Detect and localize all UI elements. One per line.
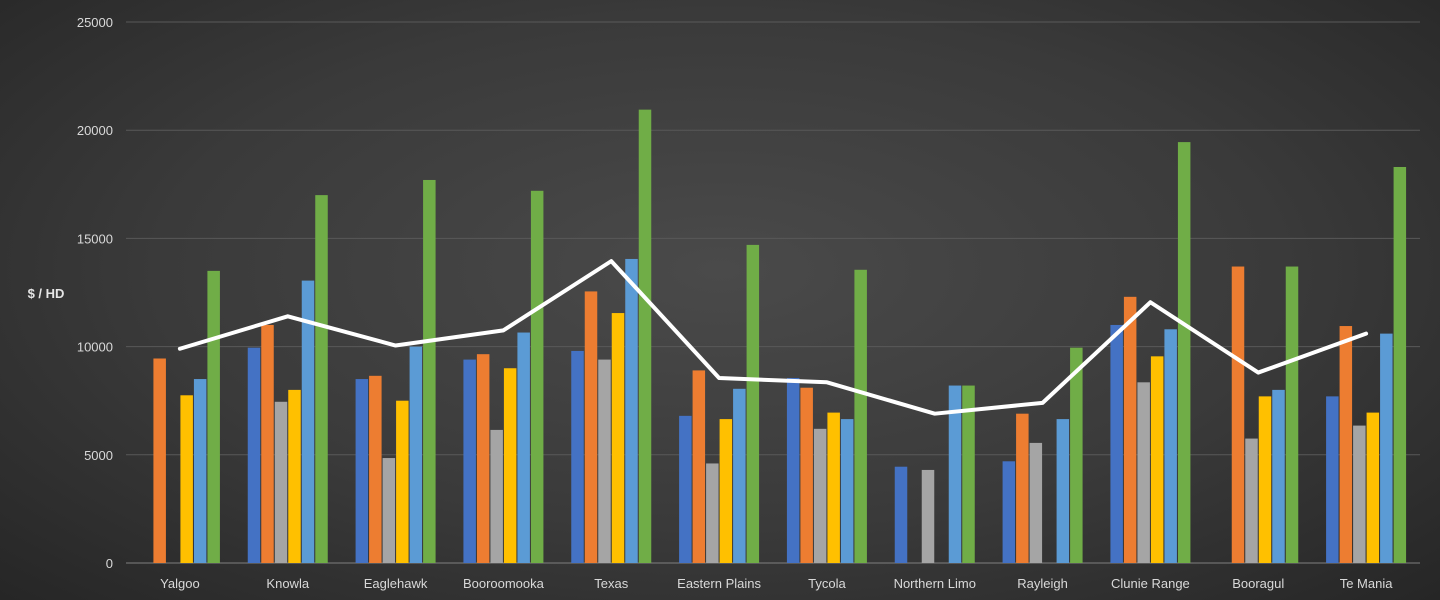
bar bbox=[1231, 266, 1245, 563]
bar bbox=[1137, 382, 1150, 563]
x-tick-label: Texas bbox=[594, 576, 628, 591]
bar bbox=[503, 368, 517, 563]
bar bbox=[1285, 266, 1299, 563]
bar bbox=[153, 358, 166, 563]
x-tick-label: Eastern Plains bbox=[677, 576, 761, 591]
bar bbox=[1177, 142, 1191, 564]
bar bbox=[962, 385, 975, 563]
x-tick-label: Booroomooka bbox=[463, 576, 545, 591]
bar bbox=[894, 466, 908, 563]
x-tick-label: Knowla bbox=[266, 576, 309, 591]
bar bbox=[1245, 438, 1258, 563]
bar bbox=[382, 458, 396, 563]
bar bbox=[301, 280, 315, 563]
bar bbox=[598, 359, 611, 563]
bar bbox=[396, 400, 409, 563]
bar bbox=[827, 412, 840, 563]
bar bbox=[1339, 326, 1353, 563]
bars bbox=[153, 109, 1407, 564]
bar bbox=[1056, 419, 1070, 563]
bar bbox=[369, 375, 382, 563]
y-tick-label: 0 bbox=[106, 556, 113, 571]
bar bbox=[813, 428, 827, 563]
bar bbox=[921, 469, 935, 563]
bar bbox=[355, 379, 369, 563]
y-tick-label: 5000 bbox=[84, 448, 113, 463]
bar bbox=[1272, 389, 1285, 563]
bar bbox=[719, 419, 733, 563]
average-line bbox=[177, 259, 1369, 416]
bar bbox=[193, 379, 207, 563]
bar bbox=[207, 270, 220, 563]
x-tick-label: Yalgoo bbox=[160, 576, 200, 591]
x-tick-label: Booragul bbox=[1232, 576, 1284, 591]
bar bbox=[1029, 442, 1043, 563]
bar bbox=[948, 385, 962, 563]
bar bbox=[679, 415, 692, 563]
bar bbox=[1110, 324, 1123, 563]
bar bbox=[288, 389, 301, 563]
bar bbox=[315, 195, 328, 563]
bar bbox=[247, 347, 261, 563]
bar bbox=[1150, 356, 1164, 563]
bar bbox=[1326, 396, 1339, 563]
bar bbox=[638, 109, 652, 563]
bar bbox=[692, 370, 706, 563]
x-tick-label: Te Mania bbox=[1340, 576, 1394, 591]
bar bbox=[584, 291, 598, 563]
bar bbox=[1366, 412, 1380, 563]
bar bbox=[1016, 413, 1029, 563]
bar bbox=[840, 419, 854, 563]
bar bbox=[611, 313, 625, 563]
bar bbox=[625, 258, 638, 563]
bar bbox=[1353, 425, 1366, 563]
bar bbox=[854, 269, 867, 563]
bar bbox=[1258, 396, 1272, 563]
y-tick-label: 25000 bbox=[77, 15, 113, 30]
bar bbox=[1002, 461, 1016, 563]
bar bbox=[490, 429, 503, 563]
bar bbox=[261, 324, 274, 563]
bar bbox=[733, 388, 746, 563]
bar bbox=[800, 387, 813, 563]
bar bbox=[706, 463, 719, 563]
average-line-layer bbox=[177, 259, 1369, 416]
bar bbox=[1123, 296, 1137, 563]
bar bbox=[530, 190, 544, 564]
y-tick-label: 10000 bbox=[77, 340, 113, 355]
x-tick-labels: Yalgoo Knowla Eaglehawk Booroomooka Texas Eas… bbox=[160, 576, 1393, 591]
y-tick-label: 20000 bbox=[77, 123, 113, 138]
bar bbox=[1164, 329, 1177, 563]
bar bbox=[1380, 333, 1393, 563]
bar bbox=[746, 244, 760, 563]
bar bbox=[274, 401, 288, 563]
bar bbox=[1070, 347, 1083, 563]
bar bbox=[571, 350, 584, 563]
bar bbox=[517, 332, 530, 563]
x-tick-label: Tycola bbox=[808, 576, 846, 591]
y-tick-label: 15000 bbox=[77, 231, 113, 246]
bar bbox=[476, 354, 490, 563]
gridlines bbox=[126, 21, 1420, 564]
bar bbox=[423, 179, 436, 564]
x-tick-label: Clunie Range bbox=[1111, 576, 1190, 591]
bar bbox=[180, 395, 193, 563]
bar bbox=[1393, 166, 1407, 563]
bar bbox=[786, 377, 800, 563]
bar bbox=[463, 359, 476, 563]
bar bbox=[409, 346, 423, 563]
y-axis-label: $ / HD bbox=[28, 286, 65, 301]
x-tick-label: Eaglehawk bbox=[364, 576, 428, 591]
y-tick-labels: 0 5000 10000 15000 20000 25000 bbox=[77, 15, 113, 571]
x-tick-label: Rayleigh bbox=[1017, 576, 1068, 591]
x-tick-label: Northern Limo bbox=[894, 576, 976, 591]
